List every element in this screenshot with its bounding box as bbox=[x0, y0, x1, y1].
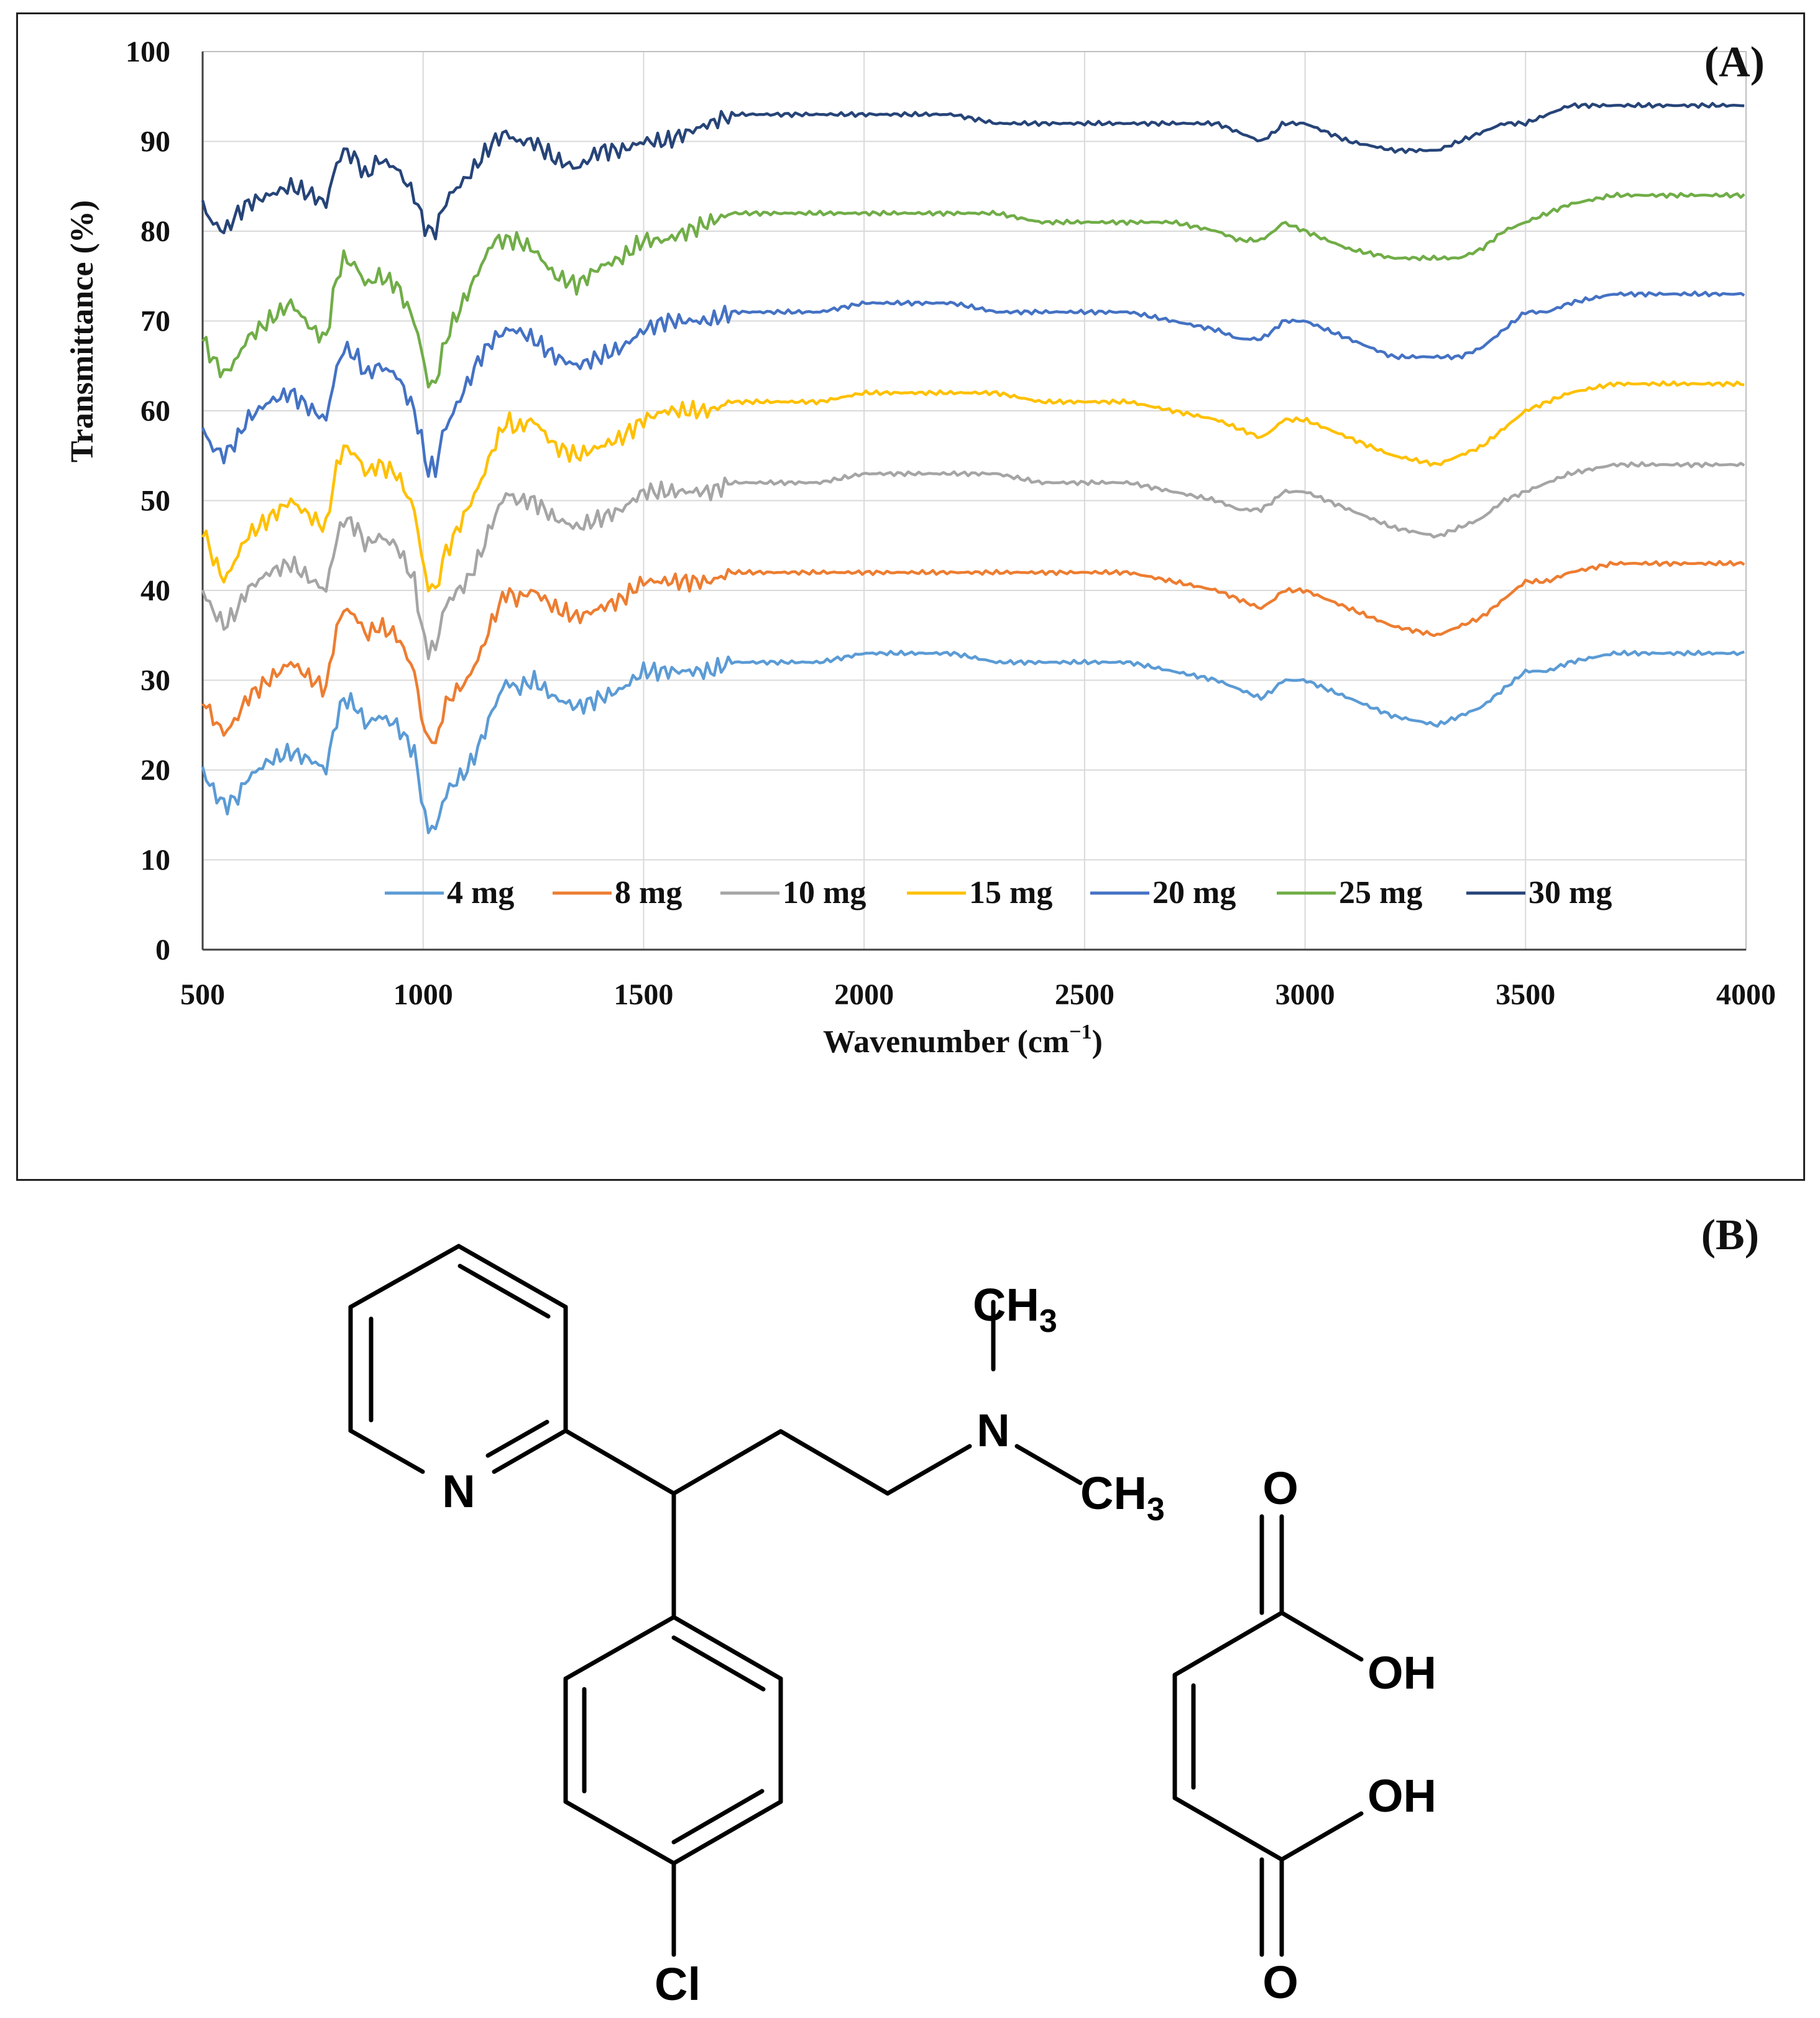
phenyl-double-bond bbox=[671, 1789, 765, 1845]
atom-n-pyridine: N bbox=[442, 1465, 475, 1517]
atom-ch3-top: CH3 bbox=[973, 1279, 1057, 1339]
y-tick-label: 20 bbox=[140, 754, 170, 787]
ch3-top-sub: 3 bbox=[1039, 1303, 1057, 1339]
series-line-30-mg bbox=[201, 102, 1745, 241]
ch3-right-label: CH bbox=[1080, 1467, 1147, 1519]
maleic-bond bbox=[1279, 1811, 1364, 1862]
x-tick-label: 3000 bbox=[1275, 978, 1335, 1011]
chain-bond bbox=[885, 1444, 972, 1496]
grid-lines bbox=[202, 51, 1747, 950]
maleic-bond bbox=[1279, 1610, 1364, 1662]
pyridine-bond bbox=[348, 1428, 425, 1474]
pyridine-bond bbox=[348, 1244, 461, 1309]
phenyl-bond bbox=[671, 1799, 783, 1866]
pyridine-double-bond bbox=[457, 1264, 551, 1319]
legend-label: 20 mg bbox=[1152, 875, 1236, 910]
x-tick-label: 1500 bbox=[614, 978, 673, 1011]
x-tick-label: 2000 bbox=[834, 978, 894, 1011]
series-line-15-mg bbox=[201, 380, 1745, 593]
x-tick-label: 2500 bbox=[1055, 978, 1115, 1011]
series-lines bbox=[201, 102, 1745, 835]
y-tick-label: 100 bbox=[126, 35, 170, 68]
panel-label-b: (B) bbox=[1701, 1211, 1759, 1259]
pyridine-double-bond bbox=[485, 1419, 549, 1458]
legend-label: 4 mg bbox=[447, 875, 514, 910]
series-line-4-mg bbox=[201, 649, 1745, 835]
y-tick-label: 0 bbox=[155, 933, 170, 966]
ch3-right-sub: 3 bbox=[1147, 1492, 1165, 1528]
y-tick-label: 90 bbox=[140, 126, 170, 158]
y-tick-label: 80 bbox=[140, 215, 170, 248]
phenyl-double-bond bbox=[671, 1635, 766, 1692]
series-line-25-mg bbox=[201, 191, 1745, 389]
pyridine-ring: N bbox=[348, 1244, 568, 1517]
maleic-bond bbox=[1172, 1796, 1284, 1862]
chain-bond bbox=[563, 1428, 676, 1496]
chain-bond bbox=[1014, 1444, 1083, 1485]
chlorophenyl-ring: Cl bbox=[563, 1615, 783, 2010]
y-tick-label: 30 bbox=[140, 664, 170, 697]
pyridine-bond bbox=[456, 1244, 568, 1309]
atom-o-bottom: O bbox=[1262, 1956, 1298, 2008]
series-line-10-mg bbox=[201, 461, 1745, 661]
maleic-bond bbox=[1172, 1610, 1284, 1677]
x-tick-label: 4000 bbox=[1716, 978, 1776, 1011]
y-tick-label: 10 bbox=[140, 844, 170, 877]
x-tick-label: 1000 bbox=[393, 978, 453, 1011]
x-axis-title: Wavenumber (cm−1) bbox=[823, 1020, 1103, 1060]
figure-panel-a: 0 10 20 30 40 50 60 70 80 90 100 500 1000 1500 2000 250… bbox=[16, 12, 1805, 1181]
ch3-top-label: CH bbox=[973, 1279, 1039, 1331]
ftir-chart: 0 10 20 30 40 50 60 70 80 90 100 500 1000 1500 2000 250… bbox=[65, 35, 1776, 1060]
legend: 4 mg 8 mg 10 mg 15 mg 20 mg 25 mg 30 mg bbox=[385, 875, 1612, 910]
x-tick-label: 3500 bbox=[1496, 978, 1555, 1011]
series-line-20-mg bbox=[201, 290, 1745, 479]
y-tick-label: 60 bbox=[140, 395, 170, 428]
y-axis-title: Transmittance (%) bbox=[65, 200, 100, 462]
phenyl-bond bbox=[563, 1615, 676, 1681]
x-tick-label: 500 bbox=[180, 978, 225, 1011]
alkyl-chain: CH3 N CH3 bbox=[563, 1279, 1165, 1620]
tick-labels: 0 10 20 30 40 50 60 70 80 90 100 500 1000 1500 2000 250… bbox=[126, 35, 1776, 1011]
y-tick-label: 70 bbox=[140, 305, 170, 338]
y-tick-label: 50 bbox=[140, 485, 170, 518]
legend-label: 15 mg bbox=[969, 875, 1052, 910]
atom-oh-bottom: OH bbox=[1367, 1770, 1436, 1822]
x-axis-title-sup: −1 bbox=[1069, 1020, 1092, 1043]
legend-label: 8 mg bbox=[615, 875, 682, 910]
legend-label: 25 mg bbox=[1339, 875, 1422, 910]
figure-panel-b: (B) N CH3 N CH3 Cl bbox=[348, 1211, 1759, 2010]
atom-cl: Cl bbox=[655, 1958, 701, 2010]
atom-n-amine: N bbox=[977, 1405, 1009, 1456]
legend-label: 10 mg bbox=[783, 875, 866, 910]
x-axis-title-end: ) bbox=[1092, 1024, 1103, 1060]
y-tick-label: 40 bbox=[140, 574, 170, 607]
atom-o-top: O bbox=[1262, 1462, 1298, 1514]
chain-bond bbox=[671, 1429, 783, 1496]
series-line-8-mg bbox=[201, 559, 1745, 745]
x-axis-title-main: Wavenumber (cm bbox=[823, 1024, 1069, 1060]
phenyl-bond bbox=[671, 1615, 783, 1681]
chain-bond bbox=[778, 1429, 890, 1496]
pyridine-bond bbox=[492, 1428, 568, 1474]
maleic-acid: O OH OH O bbox=[1172, 1462, 1436, 2008]
atom-ch3-right: CH3 bbox=[1080, 1467, 1165, 1528]
atom-oh-top: OH bbox=[1367, 1647, 1436, 1699]
panel-label-a: (A) bbox=[1704, 39, 1765, 86]
legend-label: 30 mg bbox=[1528, 875, 1612, 910]
phenyl-bond bbox=[563, 1799, 676, 1866]
